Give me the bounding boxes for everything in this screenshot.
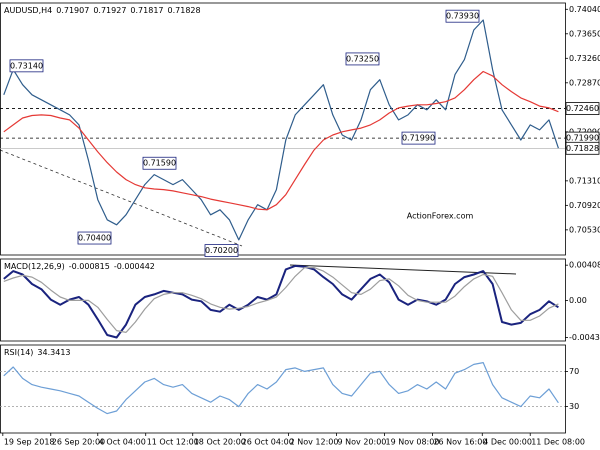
panel-title: RSI(14) 34.3413 [4, 348, 71, 357]
ohlc-value: 0.71828 [168, 6, 201, 15]
y-tick-label: 0.74040 [569, 5, 600, 14]
level-label: 0.72460 [566, 104, 599, 113]
swing-box [204, 244, 239, 258]
indicator-reading: -0.000442 [114, 262, 155, 271]
y-tick-label: 70 [569, 367, 579, 376]
y-tick-label: 0.70920 [569, 201, 600, 210]
swing-label: 0.71990 [402, 134, 435, 143]
series-line [3, 267, 559, 333]
swing-box [445, 9, 480, 23]
last-price-label: 0.71828 [566, 144, 599, 153]
x-tick-label: 9 Nov 20:00 [338, 438, 387, 447]
x-tick-label: 19 Sep 2018 [4, 438, 55, 447]
x-tick-label: 2 Nov 12:00 [290, 438, 339, 447]
x-tick-label: 11 Dec 08:00 [531, 438, 585, 447]
y-tick-label: 0.004085 [569, 261, 600, 270]
panel-frame [0, 344, 566, 434]
swing-label: 0.70200 [205, 246, 238, 255]
y-tick-label: -0.0043 [569, 333, 600, 342]
swing-label: 0.73250 [346, 54, 379, 63]
last-price-box [565, 141, 600, 155]
swing-box [77, 231, 112, 245]
indicator-reading: -0.000815 [69, 262, 110, 271]
x-tick-label: 4 Oct 04:00 [99, 438, 146, 447]
level-box [565, 102, 600, 115]
swing-label: 0.73930 [446, 12, 479, 21]
y-tick-label: 0.73650 [569, 29, 600, 38]
swing-box [401, 131, 436, 145]
title: AUDUSD,H4 [4, 6, 52, 15]
x-tick-label: 26 Nov 16:00 [433, 438, 487, 447]
panel-frame [0, 2, 566, 256]
panel-title: MACD(12,26,9) -0.000815 -0.000442 [4, 262, 155, 271]
series-line [3, 19, 559, 241]
x-tick-label: 19 Nov 08:00 [386, 438, 440, 447]
indicator-reading: 34.3413 [37, 348, 70, 357]
title: RSI(14) [4, 348, 33, 357]
title: MACD(12,26,9) [4, 262, 65, 271]
x-tick-label: 4 Dec 00:00 [483, 438, 532, 447]
trend-line [0, 149, 243, 247]
y-tick-label: 0.70530 [569, 225, 600, 234]
swing-label: 0.73140 [10, 61, 43, 70]
swing-box [345, 52, 380, 66]
x-tick-label: 18 Oct 20:00 [194, 438, 246, 447]
y-tick-label: 0.00 [569, 296, 587, 305]
level-label: 0.71990 [566, 134, 599, 143]
y-tick-label: 0.71310 [569, 176, 600, 185]
swing-box [142, 156, 177, 170]
series-line [3, 362, 559, 415]
swing-label: 0.71590 [143, 159, 176, 168]
watermark: ActionForex.com [407, 212, 474, 221]
x-tick-label: 26 Sep 20:00 [52, 438, 105, 447]
series-line [3, 264, 559, 339]
panel-title: AUDUSD,H4 0.71907 0.71927 0.71817 0.71828 [4, 6, 201, 15]
swing-label: 0.70400 [78, 234, 111, 243]
x-tick-label: 26 Oct 04:00 [242, 438, 294, 447]
panel-frame [0, 258, 566, 342]
ohlc-value: 0.71817 [130, 6, 163, 15]
x-tick-label: 11 Oct 12:00 [147, 438, 199, 447]
ohlc-value: 0.71907 [56, 6, 89, 15]
ohlc-value: 0.71927 [93, 6, 126, 15]
series-line [3, 70, 559, 211]
y-tick-label: 0.72870 [569, 78, 600, 87]
swing-box [9, 59, 44, 73]
y-tick-label: 30 [569, 402, 579, 411]
y-tick-label: 0.73260 [569, 54, 600, 63]
